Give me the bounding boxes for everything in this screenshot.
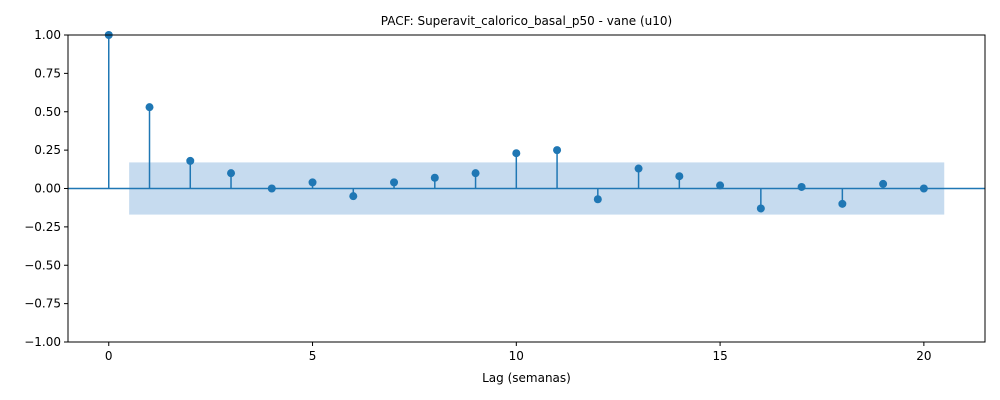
stem-marker bbox=[430, 173, 439, 182]
stem-lag-12 bbox=[593, 188, 602, 204]
y-tick-label: −0.25 bbox=[24, 220, 61, 234]
stem-lag-5 bbox=[308, 178, 317, 189]
stem-marker bbox=[593, 195, 602, 204]
stem-marker bbox=[390, 178, 399, 187]
stem-lag-2 bbox=[186, 156, 195, 189]
y-tick-label: 0.00 bbox=[34, 182, 61, 196]
y-tick-label: 0.25 bbox=[34, 143, 61, 157]
stem-marker bbox=[756, 204, 765, 213]
stem-lag-13 bbox=[634, 164, 643, 189]
stem-marker bbox=[879, 179, 888, 188]
y-tick-label: 0.50 bbox=[34, 105, 61, 119]
stem-lag-3 bbox=[227, 169, 236, 189]
stem-marker bbox=[186, 156, 195, 165]
stem-marker bbox=[919, 184, 928, 193]
stem-lag-14 bbox=[675, 172, 684, 189]
stem-lag-6 bbox=[349, 188, 358, 201]
stem-lag-16 bbox=[756, 188, 765, 213]
stem-lag-20 bbox=[919, 184, 928, 193]
x-tick-label: 15 bbox=[712, 349, 727, 363]
stem-lag-17 bbox=[797, 182, 806, 191]
stem-marker bbox=[349, 192, 358, 201]
x-tick-label: 5 bbox=[309, 349, 317, 363]
stem-lag-0 bbox=[104, 31, 113, 189]
y-tick-label: −0.75 bbox=[24, 297, 61, 311]
y-tick-label: 0.75 bbox=[34, 66, 61, 80]
stem-lag-9 bbox=[471, 169, 480, 189]
stem-marker bbox=[838, 199, 847, 208]
stem-lag-7 bbox=[390, 178, 399, 189]
stem-marker bbox=[512, 149, 521, 158]
stem-lag-8 bbox=[430, 173, 439, 189]
stem-lag-4 bbox=[267, 184, 276, 193]
stem-marker bbox=[267, 184, 276, 193]
stem-marker bbox=[308, 178, 317, 187]
y-tick-label: −0.50 bbox=[24, 258, 61, 272]
x-tick-label: 10 bbox=[509, 349, 524, 363]
stem-marker bbox=[553, 146, 562, 155]
y-tick-label: 1.00 bbox=[34, 28, 61, 42]
chart-title: PACF: Superavit_calorico_basal_p50 - van… bbox=[381, 14, 672, 28]
x-axis-label: Lag (semanas) bbox=[482, 371, 571, 385]
x-ticks: 0 5 10 15 20 bbox=[105, 342, 932, 363]
y-ticks: −1.00 −0.75 −0.50 −0.25 0.00 0.25 0.50 0.75 1.00 bbox=[24, 28, 68, 349]
stem-marker bbox=[675, 172, 684, 181]
x-tick-label: 0 bbox=[105, 349, 113, 363]
stem-marker bbox=[634, 164, 643, 173]
stem-lag-11 bbox=[553, 146, 562, 189]
y-tick-label: −1.00 bbox=[24, 335, 61, 349]
stem-lag-15 bbox=[716, 181, 725, 190]
stem-lag-19 bbox=[879, 179, 888, 189]
stem-lag-18 bbox=[838, 188, 847, 208]
x-tick-label: 20 bbox=[916, 349, 931, 363]
stem-lag-10 bbox=[512, 149, 521, 189]
stem-marker bbox=[471, 169, 480, 178]
stem-marker bbox=[797, 182, 806, 191]
stem-marker bbox=[145, 103, 154, 112]
stem-lag-1 bbox=[145, 103, 154, 189]
stem-marker bbox=[716, 181, 725, 190]
stem-marker bbox=[227, 169, 236, 178]
